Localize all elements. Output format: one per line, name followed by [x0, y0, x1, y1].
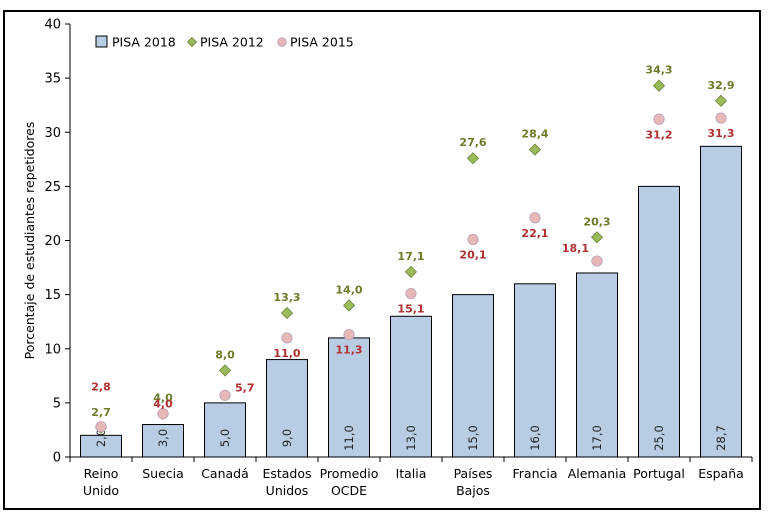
marker-pisa-2015: [467, 233, 479, 246]
marker-pisa-2015: [281, 332, 293, 344]
bar-value-label: 3,0: [156, 429, 170, 447]
y-tick-label: 10: [44, 342, 61, 357]
data-label-pisa-2012: 2,7: [91, 406, 111, 419]
data-label-pisa-2015: 4,0: [153, 398, 173, 411]
x-category-label: Canadá: [201, 466, 249, 481]
data-label-pisa-2012: 8,0: [215, 348, 235, 361]
data-label-pisa-2015: 22,1: [521, 227, 548, 240]
data-label-pisa-2012: 28,4: [521, 128, 548, 141]
x-category-label: Italia: [396, 466, 427, 481]
bar-pisa-2018: [514, 283, 556, 458]
bar-pisa-2018: [328, 337, 370, 458]
x-category-label: Reino: [84, 466, 119, 481]
data-label-pisa-2015: 2,8: [91, 381, 111, 394]
x-category-label: Unido: [83, 483, 119, 498]
y-tick-label: 35: [44, 72, 61, 87]
bar-value-label: 11,0: [342, 425, 356, 451]
legend-swatch-pisa-2012: [186, 36, 198, 48]
x-category-label: OCDE: [331, 483, 367, 498]
legend-swatch-pisa-2018: [95, 35, 108, 48]
data-label-pisa-2015: 5,7: [235, 381, 255, 394]
data-label-pisa-2012: 32,9: [707, 79, 734, 92]
data-label-pisa-2015: 18,1: [562, 242, 589, 255]
marker-pisa-2012: [404, 265, 418, 278]
y-tick-label: 5: [53, 396, 61, 411]
data-label-pisa-2012: 4,0: [153, 392, 173, 405]
bar-value-label: 5,0: [218, 429, 232, 447]
y-tick-label: 30: [44, 126, 61, 141]
data-label-pisa-2012: 34,3: [645, 64, 672, 77]
x-category-label: Portugal: [633, 466, 685, 481]
marker-pisa-2015: [219, 389, 231, 401]
bar-pisa-2018: [390, 315, 432, 458]
marker-pisa-2015: [653, 113, 665, 125]
y-tick-label: 20: [44, 234, 61, 249]
x-category-label: Francia: [512, 466, 557, 481]
data-label-pisa-2012: 20,3: [583, 215, 610, 228]
marker-pisa-2012: [466, 152, 480, 165]
data-label-pisa-2012: 17,1: [397, 250, 424, 263]
marker-pisa-2012: [218, 364, 232, 377]
bar-pisa-2018: [700, 145, 742, 458]
bar-pisa-2018: [80, 434, 122, 458]
marker-pisa-2015: [343, 329, 355, 341]
legend-label-pisa-2015: PISA 2015: [290, 35, 354, 50]
y-axis-title: Porcentaje de estudiantes repetidores: [22, 122, 37, 360]
bar-value-label: 2,0: [94, 429, 108, 447]
legend-swatch-pisa-2015: [277, 37, 287, 47]
marker-pisa-2015: [529, 212, 541, 224]
bar-pisa-2018: [638, 185, 680, 458]
data-label-pisa-2015: 15,1: [397, 303, 424, 316]
marker-pisa-2015: [157, 408, 169, 420]
data-label-pisa-2015: 31,2: [645, 128, 672, 141]
marker-pisa-2012: [342, 299, 356, 312]
x-category-label: España: [698, 466, 744, 481]
x-category-label: Alemania: [568, 466, 627, 481]
marker-pisa-2015: [591, 255, 603, 267]
marker-pisa-2015: [405, 287, 417, 300]
x-category-label: Países: [454, 466, 493, 481]
bar-value-label: 25,0: [652, 425, 666, 451]
bar-pisa-2018: [266, 359, 308, 458]
marker-pisa-2012: [280, 306, 294, 320]
data-label-pisa-2012: 27,6: [459, 136, 486, 149]
x-category-label: Unidos: [266, 483, 309, 498]
marker-pisa-2015: [715, 112, 727, 124]
y-tick-label: 25: [44, 180, 61, 195]
marker-pisa-2012: [528, 143, 542, 156]
x-category-label: Bajos: [456, 483, 490, 498]
marker-pisa-2015: [95, 421, 107, 433]
bar-pisa-2018: [204, 402, 246, 458]
chart-frame: [3, 10, 761, 510]
marker-pisa-2012: [652, 79, 666, 92]
y-tick-label: 15: [44, 288, 61, 303]
bar-value-label: 9,0: [280, 429, 294, 447]
bar-value-label: 28,7: [714, 425, 728, 451]
data-label-pisa-2015: 11,3: [335, 344, 362, 357]
bar-pisa-2018: [142, 424, 184, 458]
data-label-pisa-2012: 13,3: [273, 291, 300, 304]
bar-value-label: 15,0: [466, 425, 480, 451]
legend-label-pisa-2018: PISA 2018: [112, 35, 176, 50]
data-label-pisa-2015: 11,0: [273, 347, 300, 360]
data-label-pisa-2015: 20,1: [459, 248, 486, 261]
bar-value-label: 13,0: [404, 425, 418, 451]
marker-pisa-2012: [590, 231, 604, 244]
legend-label-pisa-2012: PISA 2012: [200, 35, 264, 50]
bar-pisa-2018: [452, 294, 494, 458]
bar-value-label: 17,0: [590, 425, 604, 451]
x-category-label: Estados: [262, 466, 311, 481]
y-tick-label: 40: [44, 18, 61, 33]
x-category-label: Promedio: [320, 466, 379, 481]
data-label-pisa-2012: 14,0: [335, 283, 362, 296]
bar-value-label: 16,0: [528, 425, 542, 451]
data-label-pisa-2015: 31,3: [707, 127, 734, 140]
x-category-label: Suecia: [142, 466, 184, 481]
y-tick-label: 0: [53, 451, 61, 466]
marker-pisa-2012: [714, 94, 728, 107]
bar-pisa-2018: [576, 272, 618, 458]
